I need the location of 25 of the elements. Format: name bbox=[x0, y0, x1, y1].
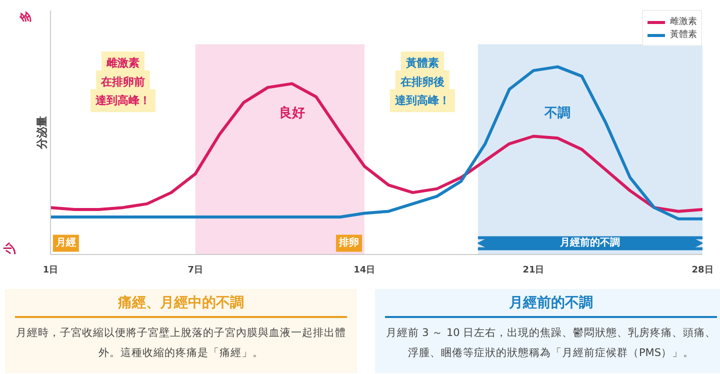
x-tick-label: 14日 bbox=[354, 264, 376, 276]
y-axis-title: 分泌量 bbox=[36, 116, 48, 150]
x-tick-label: 7日 bbox=[188, 264, 204, 276]
text: 少 bbox=[2, 242, 16, 256]
legend-label: 黃體素 bbox=[670, 28, 697, 41]
text: 月經時，子宮收縮以便將子宮壁上脫落的子宮內膜與血液一起排出體外。這種收縮的疼痛是「痛經」。 bbox=[15, 326, 347, 361]
text: 多 bbox=[18, 10, 32, 22]
text: 月經前的不調 bbox=[385, 293, 717, 318]
annotation: 在排卵後 bbox=[399, 75, 444, 88]
annotation: 雌激素 bbox=[105, 56, 140, 70]
annotation: 不調 bbox=[544, 105, 571, 122]
x-tick-label: 28日 bbox=[692, 264, 714, 276]
legend-label: 雌激素 bbox=[670, 16, 697, 28]
annotation: 良好 bbox=[278, 105, 305, 122]
annotation: 黃體素 bbox=[404, 56, 439, 70]
x-tick-label: 1日 bbox=[42, 264, 58, 276]
annotation: 達到高峰！ bbox=[94, 94, 150, 108]
text: 月經前 3 ～ 10 日左右，出現的焦躁、鬱悶狀態、乳房疼痛、頭痛、浮腫、睏倦等症狀的狀態稱為「月經前症候群（PMS）」。 bbox=[385, 326, 717, 361]
annotation: 在排卵前 bbox=[100, 75, 145, 88]
band-label: 月經前的不調 bbox=[559, 236, 620, 249]
x-tick-label: 21日 bbox=[522, 264, 544, 276]
text: 痛經、月經中的不調 bbox=[15, 293, 347, 318]
annotation: 排卵 bbox=[338, 236, 360, 249]
annotation: 達到高峰！ bbox=[394, 94, 450, 108]
annotation: 月經 bbox=[54, 236, 76, 249]
